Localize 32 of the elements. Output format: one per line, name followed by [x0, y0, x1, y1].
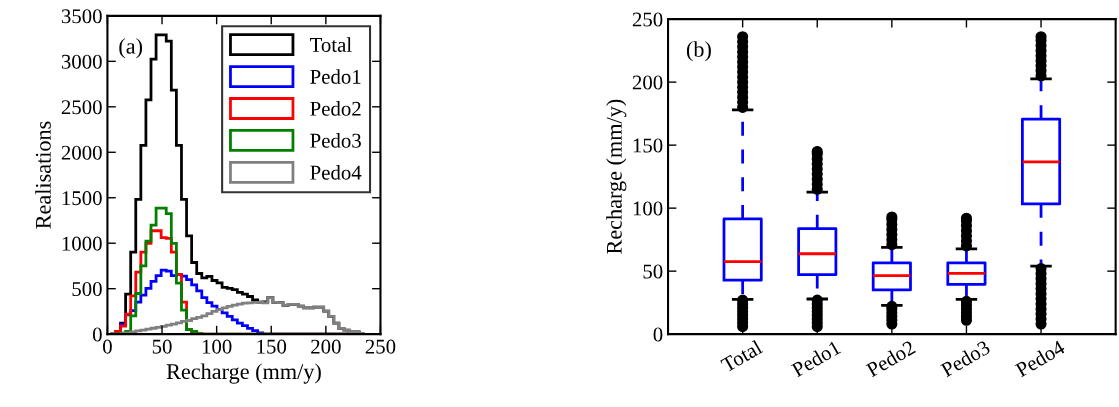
annotation: (a): [119, 38, 143, 59]
x-tick-label: 200: [311, 339, 341, 354]
y-tick-label: 150: [633, 138, 663, 153]
x-tick-label: 150: [257, 339, 287, 354]
legend-label: Pedo2: [310, 101, 361, 116]
x-tick-label: 100: [202, 339, 232, 354]
x-tick-label: 250: [365, 339, 396, 354]
y-tick-label: 1500: [62, 191, 102, 206]
legend-label: Pedo3: [310, 133, 361, 148]
y-tick-label: 3500: [61, 9, 102, 24]
y-tick-label: 500: [72, 282, 102, 297]
x-axis-title: Recharge (mm/y): [166, 363, 321, 384]
y-tick-label: 2500: [61, 100, 102, 115]
x-tick-label: Pedo1: [790, 339, 842, 378]
y-tick-label: 3000: [61, 54, 102, 69]
x-tick-label: 0: [103, 339, 112, 354]
legend-label: Pedo1: [310, 69, 361, 84]
y-tick-label: 0: [92, 327, 102, 342]
x-tick-label: Total: [719, 339, 764, 373]
y-tick-label: 1000: [62, 236, 102, 251]
y-tick-label: 250: [632, 12, 663, 27]
y-tick-label: 100: [633, 201, 663, 216]
x-tick-label: 50: [152, 339, 172, 354]
y-axis-title: Recharge (mm/y): [606, 99, 627, 254]
y-axis-title: Realisations: [35, 121, 51, 229]
y-tick-label: 0: [653, 327, 663, 342]
annotation: (b): [686, 41, 711, 62]
y-tick-label: 200: [632, 75, 663, 90]
legend-label: Pedo4: [310, 165, 362, 180]
legend-label: Total: [310, 37, 352, 52]
y-tick-label: 50: [643, 264, 663, 279]
y-tick-label: 2000: [61, 145, 102, 160]
